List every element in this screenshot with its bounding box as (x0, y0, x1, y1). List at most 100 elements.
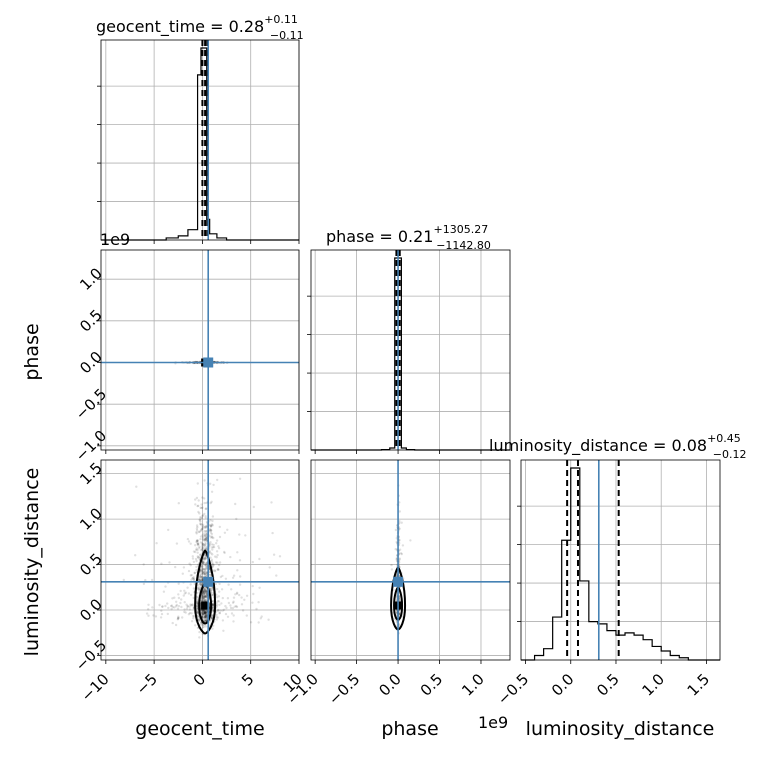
scatter-point (201, 612, 205, 615)
scatter-point (204, 615, 207, 618)
scatter-point (204, 611, 207, 615)
truth-marker-geocent-time-vs-phase (203, 357, 214, 368)
scatter-point (231, 601, 235, 604)
scatter-point (258, 557, 261, 561)
scatter-point (200, 506, 203, 510)
scatter-point (195, 548, 198, 552)
scatter-point (181, 572, 184, 575)
scatter-point (235, 605, 239, 609)
scatter-point (211, 553, 214, 556)
scatter-point (205, 539, 208, 542)
scatter-point (218, 612, 221, 615)
xlabel-luminosity-distance: luminosity_distance (526, 718, 715, 740)
scatter-point (183, 601, 186, 604)
scatter-point (200, 528, 203, 532)
scatter-point (189, 593, 193, 597)
scatter-point (259, 617, 262, 620)
scatter-point (211, 608, 214, 611)
scatter-point (215, 613, 218, 617)
scatter-point (175, 603, 178, 607)
scatter-point (205, 524, 208, 528)
scatter-point (236, 569, 239, 572)
scatter-point (203, 556, 206, 559)
scatter-point (192, 577, 196, 580)
scatter-point (202, 625, 205, 629)
scatter-point (201, 609, 205, 612)
scatter-point (218, 525, 221, 529)
scatter-point (202, 592, 206, 596)
scatter-point (177, 582, 180, 585)
xtick-label-luminosity-distance: 0.5 (593, 670, 623, 700)
scatter-point (195, 595, 199, 599)
scatter-point (202, 596, 205, 599)
scatter-point (211, 515, 215, 518)
scatter-point (177, 615, 180, 618)
scatter-point (221, 574, 224, 578)
contour-inner-phase-vs-luminosity-distance (393, 586, 404, 621)
scatter-point (251, 560, 254, 564)
scatter-point (200, 612, 204, 615)
scatter-point (161, 605, 164, 608)
scatter-point (205, 594, 208, 597)
scatter-point (221, 609, 224, 612)
scatter-point (201, 591, 205, 594)
scatter-point (188, 611, 192, 615)
scatter-point (164, 604, 167, 608)
contour-outer-geocent-time-vs-luminosity-distance (194, 549, 217, 635)
scatter-point (204, 611, 207, 614)
scatter-point (216, 567, 220, 571)
scatter-point (199, 553, 202, 556)
title-geocent-time-main: geocent_time = 0.28 (96, 17, 264, 37)
scatter-point (174, 623, 178, 627)
panel-geocent-time-vs-phase-frame (100, 249, 300, 451)
scatter-point (198, 519, 202, 522)
scatter-point (238, 583, 242, 586)
scatter-point (190, 620, 194, 623)
scatter-point (203, 616, 207, 620)
scatter-point (203, 616, 206, 619)
scatter-point (210, 560, 213, 563)
scatter-point (171, 606, 175, 609)
scatter-point (187, 613, 191, 616)
scatter-point (173, 596, 176, 599)
title-phase: phase = 0.21+1305.27 −1142.80 (326, 223, 491, 252)
scatter-point (147, 608, 150, 611)
scatter-point (202, 612, 205, 615)
scatter-point (201, 623, 204, 627)
scatter-point (217, 600, 221, 603)
scatter-point (204, 616, 208, 619)
scatter-point (209, 529, 213, 532)
xtick-label-geocent-time: 5 (238, 670, 257, 689)
scatter-point (200, 609, 204, 612)
scatter-point (201, 537, 205, 540)
scatter-point (216, 599, 220, 603)
scatter-point (195, 532, 198, 535)
scatter-point (200, 523, 203, 526)
scatter-point (205, 570, 208, 574)
scatter-point (204, 595, 207, 598)
scatter-point (198, 518, 201, 521)
scatter-point (203, 534, 206, 537)
scatter-point (179, 601, 182, 605)
scatter-point (205, 507, 208, 510)
panel-geocent-time-vs-luminosity-distance-frame (100, 459, 300, 661)
panel-luminosity-distance-vs-luminosity-distance-frame (520, 459, 721, 661)
scatter-point (208, 542, 211, 545)
scatter-point (204, 608, 208, 612)
scatter-point (202, 568, 206, 571)
scatter-point (210, 500, 213, 503)
scatter-point (232, 596, 236, 599)
scatter-point (181, 616, 184, 619)
scatter-point (205, 574, 208, 578)
scatter-point (202, 567, 205, 570)
scatter-point (226, 597, 230, 600)
scatter-point (192, 587, 196, 590)
scatter-point (205, 531, 208, 534)
scatter-point (197, 556, 200, 559)
scatter-point (245, 594, 249, 597)
scatter-point (196, 551, 199, 554)
scatter-point (241, 609, 245, 612)
scatter-point (154, 615, 158, 618)
scatter-point (232, 620, 235, 623)
scatter-point (203, 609, 206, 612)
